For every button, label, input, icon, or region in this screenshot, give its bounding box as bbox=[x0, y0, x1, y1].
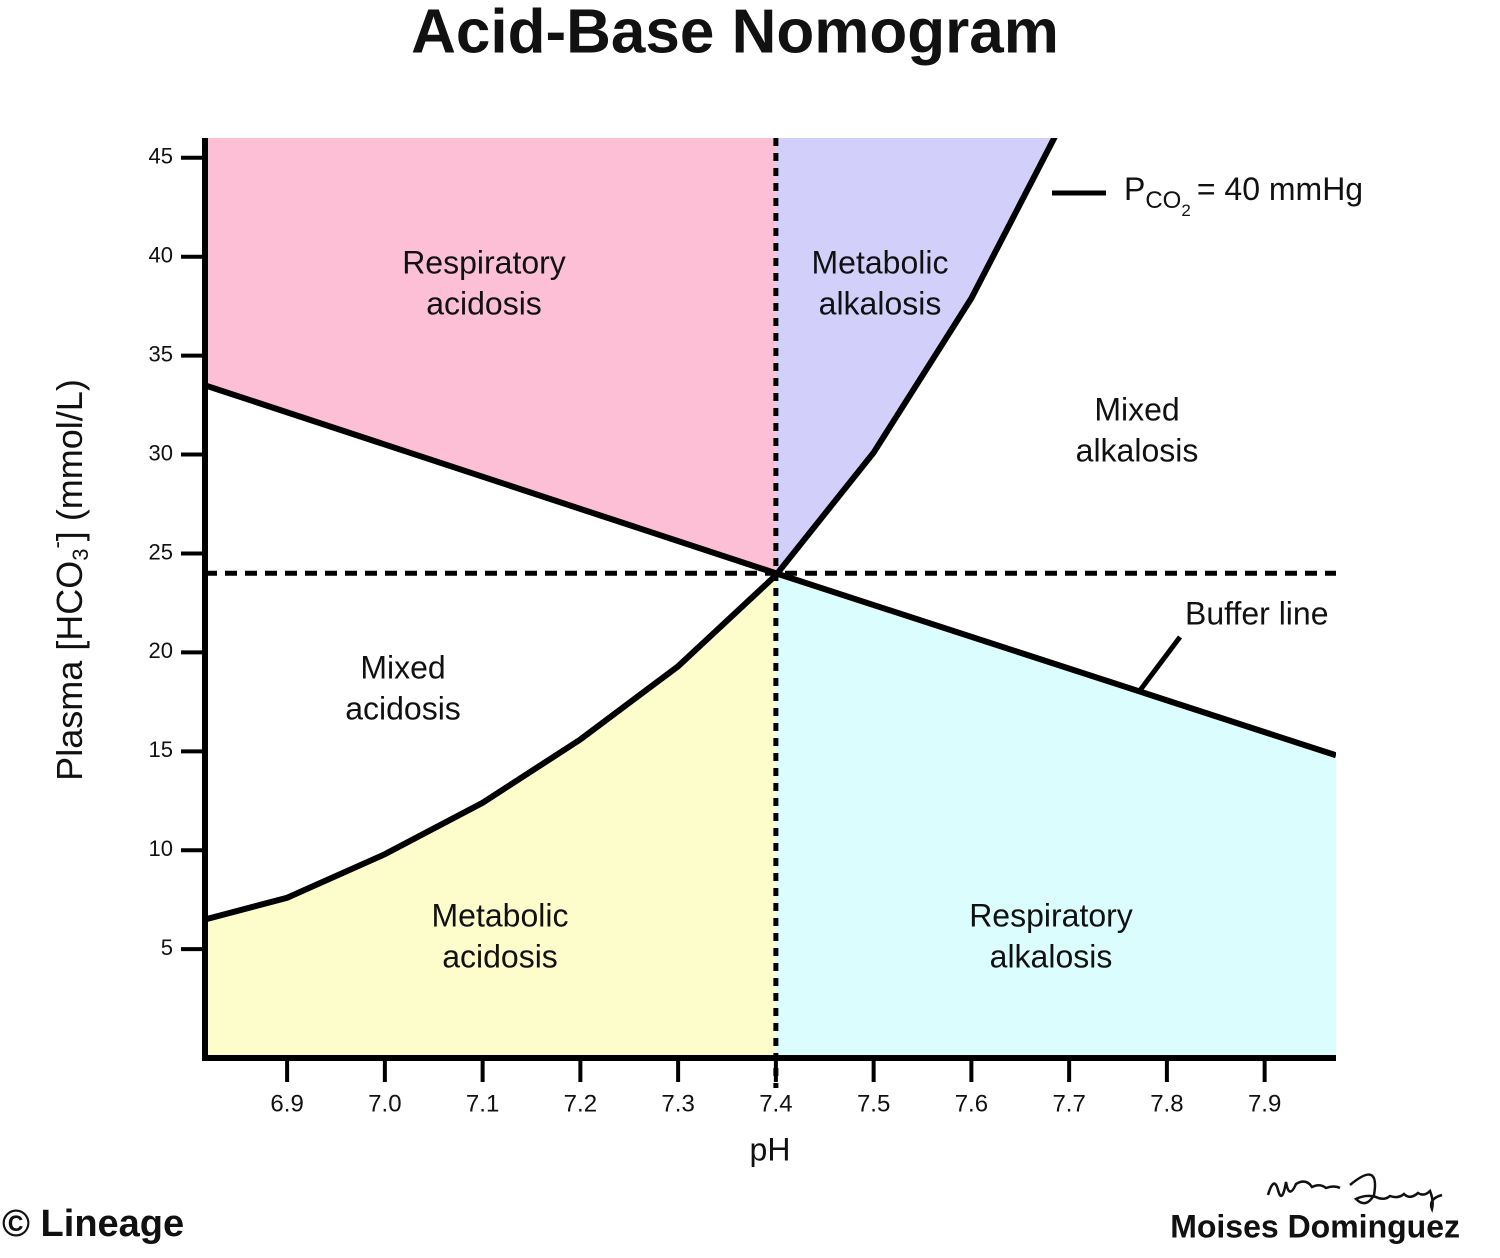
region-label: Metabolic bbox=[812, 244, 949, 280]
x-axis-label: pH bbox=[750, 1131, 791, 1167]
x-tick-label: 7.3 bbox=[661, 1090, 694, 1117]
region-label: Respiratory bbox=[969, 897, 1133, 933]
credit: © Lineage bbox=[2, 1203, 184, 1245]
y-tick-label: 45 bbox=[149, 144, 173, 169]
curve-label: PCO2 = 40 mmHg bbox=[1124, 171, 1363, 220]
region-label: alkalosis bbox=[990, 938, 1113, 974]
y-tick-label: 15 bbox=[149, 737, 173, 762]
y-label-part: Plasma [HCO bbox=[49, 561, 90, 781]
signature bbox=[1266, 1173, 1443, 1214]
label-part: = 40 mmHg bbox=[1197, 171, 1363, 207]
label-sub: CO bbox=[1145, 187, 1181, 214]
y-tick-label: 40 bbox=[149, 243, 173, 268]
x-tick-label: 7.2 bbox=[564, 1090, 597, 1117]
x-tick-label: 7.7 bbox=[1052, 1090, 1085, 1117]
leader bbox=[1136, 635, 1182, 695]
region-label: Metabolic bbox=[432, 897, 569, 933]
x-tick-label: 7.8 bbox=[1150, 1090, 1183, 1117]
y-label-sub: 3 bbox=[68, 549, 93, 561]
region-label: alkalosis bbox=[819, 285, 942, 321]
region-label: acidosis bbox=[426, 285, 542, 321]
regions bbox=[205, 138, 1336, 1058]
curve bbox=[205, 138, 1058, 923]
region bbox=[205, 575, 776, 1058]
region bbox=[775, 573, 1336, 1058]
label-part: P bbox=[1124, 171, 1145, 207]
x-tick-label: 7.5 bbox=[857, 1090, 890, 1117]
x-tick-label: 7.0 bbox=[368, 1090, 401, 1117]
y-axis-label: Plasma [HCO3-] (mmol/L) bbox=[44, 379, 93, 781]
region-label: Respiratory bbox=[402, 244, 566, 280]
x-tick-label: 6.9 bbox=[270, 1090, 303, 1117]
y-label-part: ] (mmol/L) bbox=[49, 379, 90, 541]
region-label: Mixed bbox=[360, 649, 445, 685]
x-tick-label: 7.4 bbox=[759, 1090, 792, 1117]
y-tick-label: 20 bbox=[149, 638, 173, 663]
region bbox=[775, 138, 1336, 576]
y-tick-label: 10 bbox=[149, 836, 173, 861]
y-tick-label: 35 bbox=[149, 341, 173, 366]
region bbox=[205, 138, 776, 574]
curve-label: Buffer line bbox=[1185, 595, 1329, 631]
foreground: Buffer line PCO2 = 40 mmHg Respiratory acido… bbox=[149, 138, 1363, 1117]
x-tick-label: 7.6 bbox=[955, 1090, 988, 1117]
region-label: acidosis bbox=[442, 938, 558, 974]
author: Moises Dominguez bbox=[1170, 1208, 1460, 1244]
x-tick-label: 7.1 bbox=[466, 1090, 499, 1117]
chart-title: Acid-Base Nomogram bbox=[411, 0, 1059, 66]
y-tick-label: 30 bbox=[149, 440, 173, 465]
x-tick-label: 7.9 bbox=[1248, 1090, 1281, 1117]
y-tick-label: 25 bbox=[149, 539, 173, 564]
y-label-sup: - bbox=[44, 541, 69, 548]
region-label: alkalosis bbox=[1076, 432, 1199, 468]
label-subsub: 2 bbox=[1181, 201, 1190, 220]
region-label: acidosis bbox=[345, 690, 461, 726]
curves bbox=[205, 138, 1336, 923]
region-label: Mixed bbox=[1094, 391, 1179, 427]
y-tick-label: 5 bbox=[161, 935, 173, 960]
